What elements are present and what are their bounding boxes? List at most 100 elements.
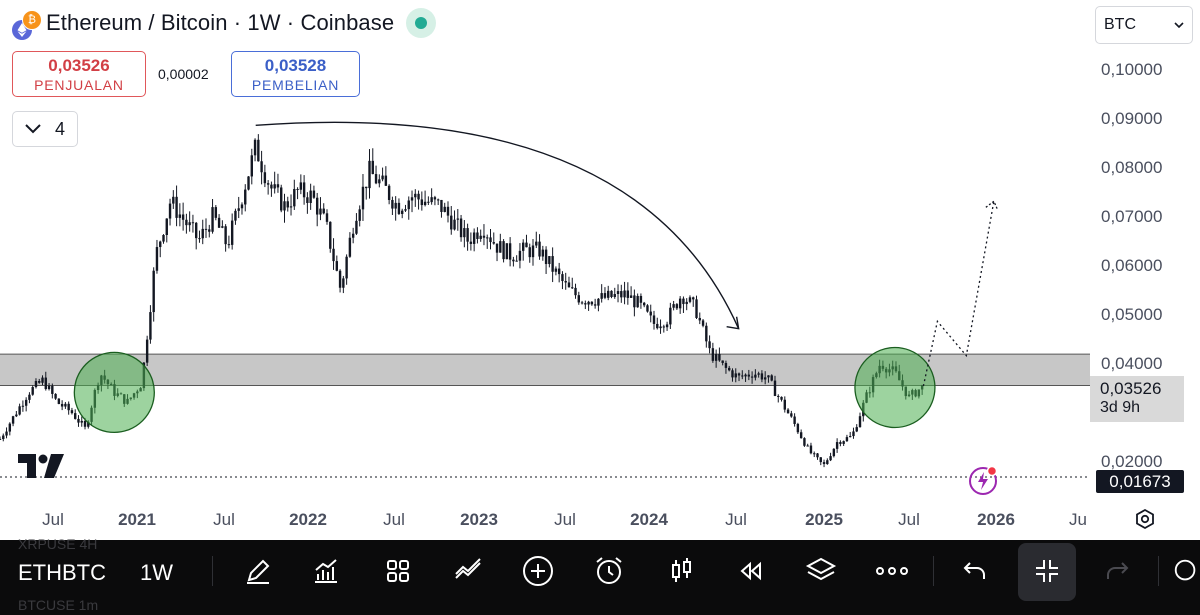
- replay-icon[interactable]: [732, 553, 768, 589]
- candle-body: [796, 423, 800, 433]
- candle-body: [757, 373, 760, 375]
- candle-body: [355, 220, 358, 234]
- pencil-icon[interactable]: [240, 553, 276, 589]
- time-axis-label: Jul: [725, 510, 747, 529]
- candle-body: [181, 214, 185, 220]
- candle-body: [626, 290, 630, 298]
- symbol-header[interactable]: ₿ Ethereum / Bitcoin · 1W · Coinbase: [12, 8, 437, 40]
- candle-body: [57, 398, 61, 404]
- candle-body: [603, 293, 607, 298]
- alarm-icon[interactable]: [591, 553, 627, 589]
- candle-body: [440, 199, 443, 212]
- candle-body: [420, 199, 424, 206]
- candle-body: [806, 445, 809, 447]
- currency-select[interactable]: BTC: [1095, 6, 1193, 44]
- sell-button[interactable]: 0,03526 PENJUALAN: [12, 51, 146, 97]
- candle-body: [374, 174, 378, 184]
- candle-body: [512, 259, 515, 262]
- trend-icon[interactable]: [450, 553, 486, 589]
- layers-icon[interactable]: [803, 553, 839, 589]
- candle-body: [613, 294, 616, 297]
- candle-body: [675, 304, 679, 309]
- candle-body: [155, 247, 159, 271]
- btc-logo-icon: ₿: [22, 10, 42, 30]
- symbol-button[interactable]: ETHBTC: [18, 560, 106, 585]
- candle-body: [482, 235, 486, 238]
- candles-icon[interactable]: [663, 553, 699, 589]
- candle-body: [283, 201, 286, 211]
- buy-label: PEMBELIAN: [251, 77, 340, 93]
- indicators-toggle-button[interactable]: 4: [12, 111, 78, 147]
- candle-body: [250, 155, 253, 177]
- interval-button[interactable]: 1W: [140, 560, 173, 585]
- candle-body: [502, 241, 505, 260]
- candle-body: [266, 183, 270, 185]
- candle-body: [835, 442, 839, 449]
- candle-body: [325, 213, 329, 222]
- candle-body: [665, 324, 669, 328]
- market-status-icon[interactable]: [406, 8, 437, 38]
- candle-body: [74, 413, 77, 419]
- chevron-down-icon: [25, 124, 41, 134]
- candle-body: [803, 438, 806, 446]
- candle-body: [149, 312, 152, 340]
- indicators-count: 4: [54, 118, 65, 139]
- more-icon[interactable]: [874, 553, 910, 589]
- candle-body: [198, 238, 201, 240]
- price-chart[interactable]: [0, 0, 1090, 500]
- candle-body: [168, 203, 172, 219]
- candle-body: [185, 219, 188, 226]
- indicator-chart-icon[interactable]: [308, 553, 344, 589]
- candle-body: [571, 287, 574, 289]
- candle-body: [401, 210, 404, 214]
- candle-body: [378, 179, 381, 184]
- chart-settings-icon[interactable]: [1134, 508, 1156, 535]
- candle-body: [486, 237, 489, 239]
- candle-body: [839, 442, 842, 444]
- add-icon[interactable]: [520, 553, 556, 589]
- candle-body: [822, 462, 826, 465]
- candle-body: [623, 290, 626, 298]
- candle-body: [77, 418, 80, 423]
- redo-icon[interactable]: [1099, 553, 1135, 589]
- candle-body: [548, 256, 551, 265]
- candle-body: [430, 197, 433, 203]
- candle-body: [64, 403, 67, 407]
- candle-body: [387, 185, 391, 200]
- candle-body: [351, 233, 355, 238]
- candle-body: [659, 326, 662, 329]
- candle-body: [159, 241, 162, 248]
- toolbar-divider: [212, 556, 213, 586]
- candle-body: [240, 204, 244, 209]
- candle-body: [620, 291, 623, 298]
- candle-body: [809, 445, 813, 454]
- candle-body: [522, 242, 525, 251]
- undo-icon[interactable]: [957, 553, 993, 589]
- candle-body: [672, 304, 675, 308]
- candle-body: [858, 416, 862, 428]
- symbol-title[interactable]: Ethereum / Bitcoin · 1W · Coinbase: [46, 10, 395, 35]
- candle-body: [178, 214, 182, 218]
- candle-body: [280, 187, 283, 211]
- candle-body: [567, 282, 571, 288]
- candle-body: [247, 176, 250, 190]
- candle-body: [629, 295, 633, 298]
- flash-alert-icon[interactable]: [966, 464, 1000, 503]
- candle-body: [525, 242, 528, 248]
- candle-body: [708, 341, 711, 349]
- candle-body: [302, 182, 306, 198]
- search-icon[interactable]: [1172, 553, 1200, 589]
- collapse-icon[interactable]: [1029, 553, 1065, 589]
- candle-body: [580, 302, 584, 304]
- grid-icon[interactable]: [380, 553, 416, 589]
- buy-button[interactable]: 0,03528 PEMBELIAN: [231, 51, 360, 97]
- candle-body: [345, 256, 348, 279]
- chart-area[interactable]: [0, 0, 1200, 540]
- candle-body: [639, 295, 643, 303]
- candle-body: [554, 268, 558, 272]
- candle-body: [750, 376, 754, 378]
- candle-body: [744, 374, 747, 377]
- collapse-button[interactable]: [1018, 543, 1076, 601]
- candle-body: [476, 232, 479, 239]
- candle-body: [217, 217, 221, 228]
